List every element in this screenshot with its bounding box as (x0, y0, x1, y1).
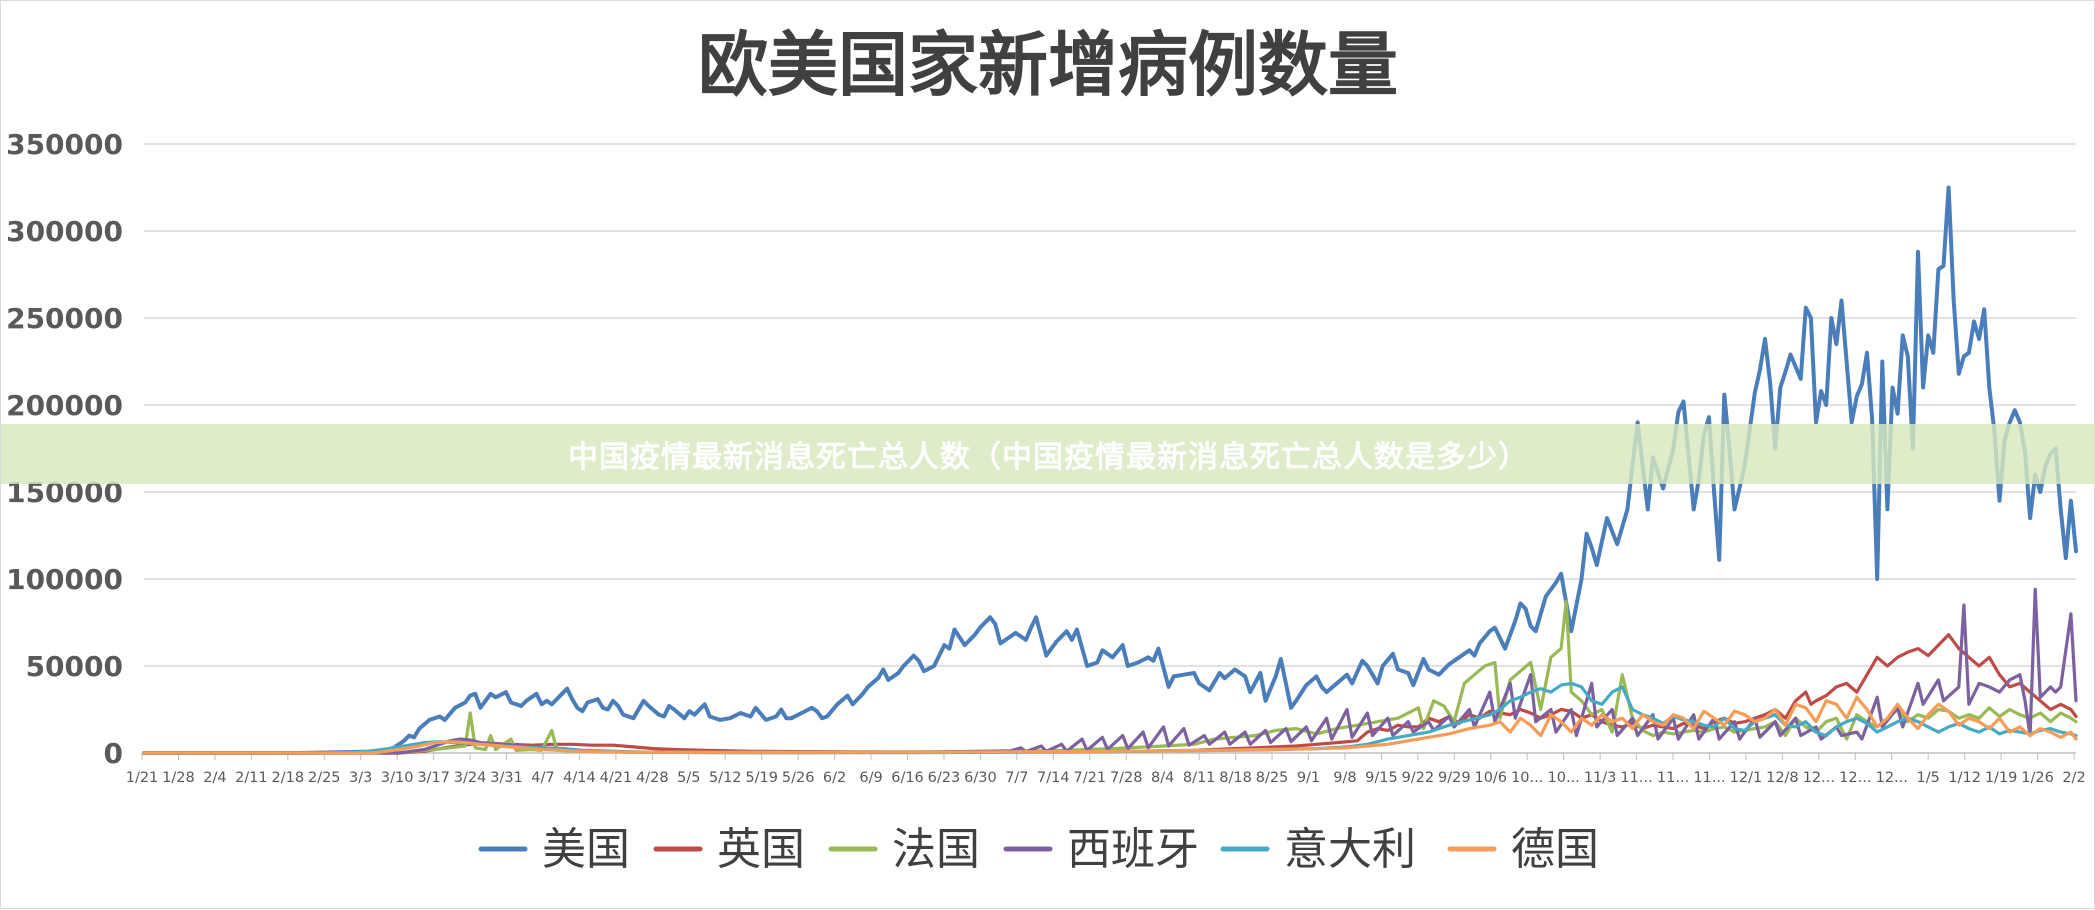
x-tick-label: 8/11 (1183, 770, 1216, 786)
x-tick-label: 11... (1657, 770, 1689, 786)
y-tick-label: 50000 (26, 650, 123, 683)
x-tick-label: 9/15 (1365, 770, 1398, 786)
x-tick-label: 2/25 (308, 770, 341, 786)
x-tick-label: 10... (1548, 770, 1580, 786)
legend-label: 西班牙 (1067, 824, 1199, 875)
legend-label: 英国 (717, 824, 805, 875)
x-tick-label: 1/5 (1917, 770, 1940, 786)
x-axis: 1/21 1/28 2/4 2/11 2/18 2/25 3/3 3/10 3/17 3/24 3/… (126, 753, 2086, 786)
x-tick-label: 7/28 (1110, 770, 1143, 786)
x-tick-label: 12... (1803, 770, 1835, 786)
x-tick-label: 3/24 (454, 770, 487, 786)
x-tick-label: 4/28 (636, 770, 669, 786)
x-tick-label: 1/12 (1948, 770, 1981, 786)
series-line-1 (142, 185, 2078, 755)
x-tick-label: 11/3 (1584, 770, 1617, 786)
legend-label: 意大利 (1284, 824, 1416, 875)
y-tick-label: 0 (104, 737, 123, 770)
x-tick-label: 10... (1511, 770, 1543, 786)
y-tick-label: 300000 (6, 215, 123, 248)
x-tick-label: 9/22 (1402, 770, 1435, 786)
x-tick-label: 10/6 (1474, 770, 1507, 786)
x-tick-label: 3/10 (381, 770, 414, 786)
chart-title: 欧美国家新增病例数量 (698, 23, 1398, 106)
x-tick-label: 4/14 (563, 770, 596, 786)
x-tick-label: 8/25 (1256, 770, 1289, 786)
x-tick-label: 6/30 (964, 770, 997, 786)
x-tick-label: 1/19 (1985, 770, 2018, 786)
legend-label: 美国 (542, 824, 630, 875)
y-tick-label: 250000 (6, 302, 123, 335)
x-tick-label: 9/29 (1438, 770, 1471, 786)
x-tick-label: 2/2 (2062, 770, 2085, 786)
legend: 美国 英国 法国 西班牙 意大利 德国 (478, 824, 1599, 875)
x-tick-label: 4/7 (531, 770, 554, 786)
x-tick-label: 6/23 (928, 770, 961, 786)
x-tick-label: 7/14 (1037, 770, 1070, 786)
banner-text: 中国疫情最新消息死亡总人数（中国疫情最新消息死亡总人数是多少） (568, 440, 1529, 475)
y-tick-label: 100000 (6, 563, 123, 596)
y-tick-label: 350000 (6, 128, 123, 161)
x-tick-label: 5/5 (677, 770, 700, 786)
x-tick-label: 5/19 (745, 770, 778, 786)
x-tick-label: 3/3 (349, 770, 372, 786)
x-tick-label: 12... (1839, 770, 1871, 786)
x-tick-label: 7/7 (1005, 770, 1028, 786)
legend-label: 法国 (892, 824, 980, 875)
x-tick-label: 3/17 (417, 770, 450, 786)
x-tick-label: 9/8 (1333, 770, 1356, 786)
grid-layer (144, 143, 2076, 754)
x-tick-label: 3/31 (490, 770, 523, 786)
x-tick-label: 2/11 (235, 770, 268, 786)
x-tick-label: 4/21 (600, 770, 633, 786)
x-tick-label: 5/12 (709, 770, 742, 786)
overlay-banner: 中国疫情最新消息死亡总人数（中国疫情最新消息死亡总人数是多少） (1, 424, 2095, 484)
y-axis: 0500001000001500002000002500003000003500… (6, 128, 123, 770)
x-tick-label: 9/1 (1297, 770, 1320, 786)
x-tick-label: 1/21 (126, 770, 159, 786)
x-tick-label: 12/8 (1766, 770, 1799, 786)
x-tick-label: 12... (1876, 770, 1908, 786)
x-tick-label: 8/4 (1151, 770, 1174, 786)
series-line-4 (142, 587, 2078, 755)
x-tick-label: 2/18 (272, 770, 305, 786)
x-tick-label: 6/2 (823, 770, 846, 786)
y-tick-label: 200000 (6, 389, 123, 422)
x-tick-label: 7/21 (1073, 770, 1106, 786)
series-line-6 (142, 695, 2078, 755)
x-tick-label: 8/18 (1219, 770, 1252, 786)
x-tick-label: 6/16 (891, 770, 924, 786)
x-tick-label: 5/26 (782, 770, 815, 786)
series-layer (142, 185, 2078, 755)
x-tick-label: 1/26 (2021, 770, 2054, 786)
x-tick-label: 12/1 (1730, 770, 1763, 786)
x-tick-label: 11... (1620, 770, 1652, 786)
x-tick-label: 2/4 (203, 770, 226, 786)
x-tick-label: 11... (1693, 770, 1725, 786)
x-tick-label: 6/9 (859, 770, 882, 786)
legend-label: 德国 (1511, 824, 1599, 875)
x-tick-label: 1/28 (162, 770, 195, 786)
